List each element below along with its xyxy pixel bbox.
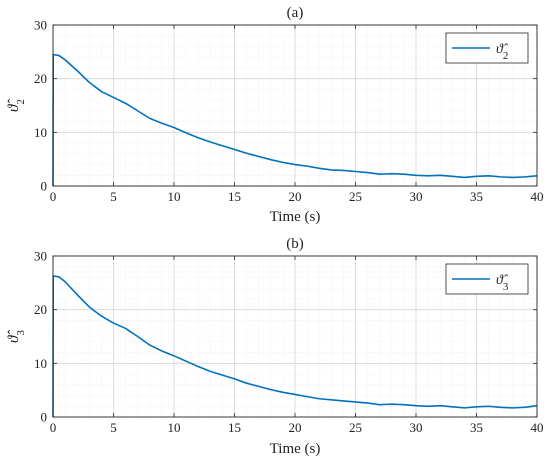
x-tick-label: 5: [110, 189, 117, 204]
x-tick-label: 40: [531, 189, 544, 204]
panel-title: (b): [286, 236, 304, 252]
minor-grid: [53, 25, 537, 186]
x-tick-label: 5: [110, 420, 117, 435]
legend: ϑ̂3: [445, 263, 529, 295]
x-tick-label: 15: [228, 189, 241, 204]
x-tick-label: 20: [289, 420, 302, 435]
x-axis-label: Time (s): [270, 209, 321, 225]
y-tick-label: 30: [34, 249, 47, 264]
x-tick-label: 25: [349, 189, 362, 204]
x-tick-label: 0: [50, 420, 57, 435]
y-tick-label: 10: [34, 125, 47, 140]
x-tick-label: 10: [168, 420, 181, 435]
legend-label-subscript: 3: [503, 281, 509, 293]
y-axis-label-subscript: 3: [15, 330, 27, 336]
x-tick-label: 40: [531, 420, 544, 435]
y-axis-label-subscript: 2: [15, 99, 27, 105]
y-tick-label: 30: [34, 18, 47, 33]
y-tick-label: 20: [34, 302, 47, 317]
x-tick-label: 10: [168, 189, 181, 204]
series-line-1: [52, 275, 538, 418]
chart-panel-2: 0 5 10 15 20 25 30 35 40 0 10 20 30 (b) Time (s) ϑ̂3 ϑ̂3: [6, 236, 544, 457]
x-tick-label: 15: [228, 420, 241, 435]
legend-label-subscript: 2: [503, 50, 509, 62]
series-line-1: [52, 53, 538, 187]
y-tick-label: 0: [41, 179, 48, 194]
x-tick-label: 30: [410, 420, 423, 435]
legend: ϑ̂2: [445, 32, 529, 64]
x-tick-label: 20: [289, 189, 302, 204]
y-tick-label: 0: [41, 410, 48, 425]
y-tick-label: 20: [34, 71, 47, 86]
panel-title: (a): [287, 5, 304, 21]
y-tick-label: 10: [34, 356, 47, 371]
x-tick-label: 30: [410, 189, 423, 204]
x-tick-label: 35: [470, 189, 483, 204]
x-tick-label: 35: [470, 420, 483, 435]
x-tick-label: 0: [50, 189, 57, 204]
x-axis-label: Time (s): [270, 441, 321, 457]
y-axis-label: ϑ̂3: [6, 330, 27, 343]
chart-panel-1: 0 5 10 15 20 25 30 35 40 0 10 20 30 (a) Time (s) ϑ̂2 ϑ̂2: [6, 5, 544, 225]
y-axis-label: ϑ̂2: [6, 99, 27, 112]
x-tick-label: 25: [349, 420, 362, 435]
